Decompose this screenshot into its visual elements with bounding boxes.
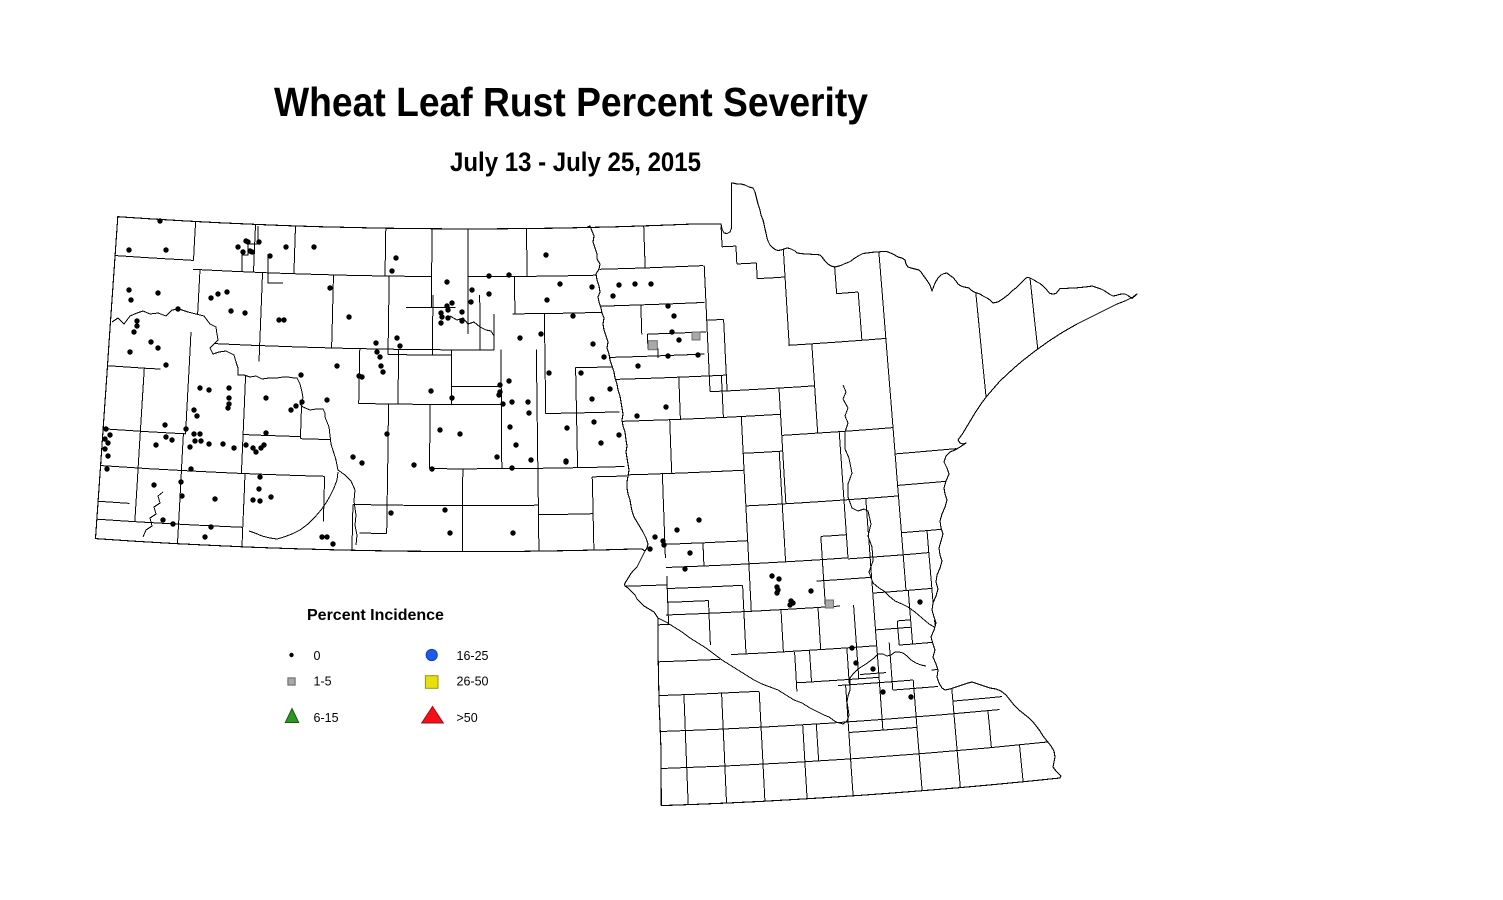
- svg-text:>50: >50: [457, 711, 478, 725]
- svg-text:0: 0: [314, 649, 321, 663]
- svg-text:Wheat Leaf Rust Percent Severi: Wheat Leaf Rust Percent Severity: [274, 79, 868, 125]
- svg-text:26-50: 26-50: [457, 675, 489, 689]
- svg-text:1-5: 1-5: [314, 675, 332, 689]
- svg-text:July 13 - July 25, 2015: July 13 - July 25, 2015: [450, 147, 701, 177]
- svg-text:16-25: 16-25: [457, 649, 489, 663]
- svg-text:6-15: 6-15: [314, 711, 339, 725]
- svg-text:Percent Incidence: Percent Incidence: [307, 607, 444, 624]
